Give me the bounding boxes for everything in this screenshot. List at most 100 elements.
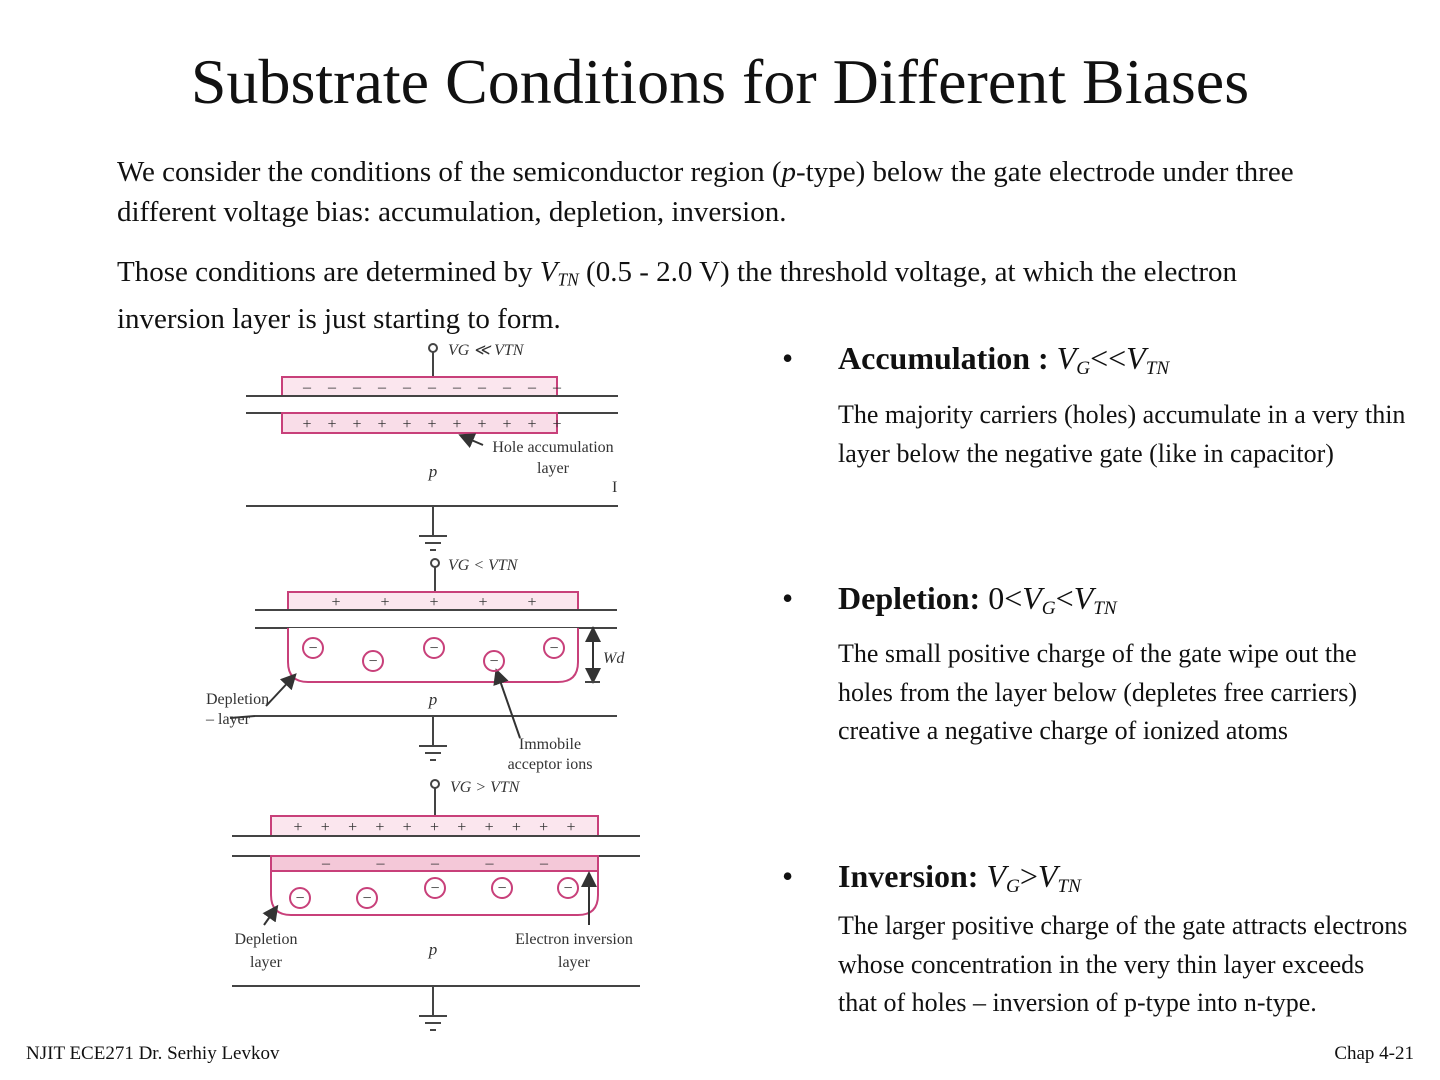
gate-label-depletion: VG < VTN bbox=[448, 557, 519, 574]
op: > bbox=[1019, 858, 1038, 894]
ion-minus-sign: − bbox=[368, 653, 377, 670]
electron-inversion-layer bbox=[270, 855, 599, 872]
positive-charge: + bbox=[321, 819, 330, 836]
acceptor-ion bbox=[289, 887, 311, 909]
cond: 0< bbox=[988, 580, 1023, 616]
positive-charge: + bbox=[429, 594, 438, 611]
bullet-desc-inversion: The larger positive charge of the gate a… bbox=[838, 911, 1408, 1017]
op: << bbox=[1090, 340, 1127, 376]
positive-charge: + bbox=[331, 594, 340, 611]
ion-minus-sign: − bbox=[563, 880, 572, 897]
ion-minus-sign: − bbox=[308, 640, 317, 657]
positive-charge: + bbox=[477, 416, 486, 433]
positive-charge: + bbox=[352, 416, 361, 433]
acceptor-ion bbox=[491, 877, 513, 899]
acceptor-ion bbox=[543, 637, 565, 659]
positive-charge: + bbox=[430, 819, 439, 836]
positive-charge: + bbox=[552, 416, 561, 433]
intro-paragraph-1: We consider the conditions of the semico… bbox=[117, 152, 1317, 232]
slide-title: Substrate Conditions for Different Biase… bbox=[190, 46, 1250, 117]
bullet-heading-depletion: Depletion: 0<VG<VTN bbox=[838, 578, 1117, 629]
positive-charge: + bbox=[452, 416, 461, 433]
vtn-symbol: V bbox=[539, 256, 558, 288]
acceptor-ion bbox=[483, 650, 505, 672]
ion-minus-sign: − bbox=[549, 640, 558, 657]
bullet-heading-inversion: Inversion: VG>VTN bbox=[838, 856, 1081, 907]
wd-label: Wd bbox=[603, 650, 625, 667]
ground-icon bbox=[419, 1015, 447, 1031]
positive-charge: + bbox=[478, 594, 487, 611]
label: Inversion: bbox=[838, 858, 987, 894]
label: Accumulation : bbox=[838, 340, 1057, 376]
region-label: p bbox=[428, 940, 438, 959]
annotation: Depletion bbox=[234, 931, 297, 948]
positive-charge: + bbox=[380, 594, 389, 611]
bullet-desc-accumulation: The majority carriers (holes) accumulate… bbox=[838, 400, 1406, 468]
acceptor-ion bbox=[302, 637, 324, 659]
vtn-subscript: TN bbox=[557, 269, 579, 290]
ground-icon bbox=[419, 745, 447, 761]
bullet-heading-accumulation: Accumulation : VG<<VTN bbox=[838, 338, 1169, 389]
ion-minus-sign: − bbox=[497, 880, 506, 897]
ion-minus-sign: − bbox=[489, 653, 498, 670]
electron-charge: – bbox=[430, 855, 440, 872]
positive-charge: + bbox=[566, 819, 575, 836]
annotation: Depletion bbox=[206, 691, 269, 708]
annotation: layer bbox=[558, 954, 591, 971]
negative-charge: – bbox=[427, 379, 437, 396]
acceptor-ion bbox=[356, 887, 378, 909]
positive-charge: + bbox=[527, 594, 536, 611]
op: < bbox=[1055, 580, 1074, 616]
sub: TN bbox=[1145, 357, 1170, 379]
electron-charge: – bbox=[539, 855, 549, 872]
positive-charge: + bbox=[427, 416, 436, 433]
intro-paragraph-2: Those conditions are determined by VTN (… bbox=[117, 252, 1317, 339]
positive-charge: + bbox=[539, 819, 548, 836]
ground-icon bbox=[419, 535, 447, 551]
sub: G bbox=[1076, 357, 1091, 379]
positive-charge: + bbox=[403, 819, 412, 836]
positive-charge: + bbox=[512, 819, 521, 836]
negative-charge: – bbox=[452, 379, 462, 396]
acceptor-ion bbox=[362, 650, 384, 672]
gate-label-inversion: VG > VTN bbox=[450, 779, 521, 796]
depletion-region bbox=[270, 871, 599, 916]
bullet-marker: • bbox=[782, 340, 794, 376]
negative-charge: – bbox=[502, 379, 512, 396]
ion-minus-sign: − bbox=[295, 890, 304, 907]
text: Those conditions are determined by bbox=[117, 256, 540, 288]
annotation: acceptor ions bbox=[508, 756, 593, 773]
ion-minus-sign: − bbox=[362, 890, 371, 907]
ion-minus-sign: − bbox=[430, 880, 439, 897]
sub: TN bbox=[1057, 875, 1081, 897]
positive-charge: + bbox=[485, 819, 494, 836]
positive-charge: + bbox=[377, 416, 386, 433]
annotation: Hole accumulation bbox=[492, 439, 613, 456]
depletion-diagram bbox=[229, 558, 617, 761]
text-italic: p bbox=[781, 156, 796, 188]
positive-charge: + bbox=[527, 416, 536, 433]
electron-charge: – bbox=[321, 855, 331, 872]
vg: V bbox=[1056, 340, 1077, 376]
vtn: V bbox=[1073, 580, 1094, 616]
accumulation-diagram bbox=[246, 343, 618, 551]
bullet-marker: • bbox=[782, 580, 794, 616]
negative-charge: – bbox=[377, 379, 387, 396]
bullet-desc-depletion: The small positive charge of the gate wi… bbox=[838, 639, 1358, 745]
sub: G bbox=[1006, 875, 1020, 897]
positive-charge: + bbox=[348, 819, 357, 836]
positive-charge: + bbox=[302, 416, 311, 433]
bullet-marker: • bbox=[782, 858, 794, 894]
sub: TN bbox=[1093, 597, 1117, 619]
vg: V bbox=[986, 858, 1006, 894]
electron-charge: – bbox=[485, 855, 495, 872]
negative-charge: – bbox=[352, 379, 362, 396]
sub: G bbox=[1041, 597, 1056, 619]
negative-charge: – bbox=[477, 379, 487, 396]
vtn: V bbox=[1037, 858, 1058, 894]
vg: V bbox=[1022, 580, 1042, 616]
footer-page: Chap 4-21 bbox=[1334, 1043, 1414, 1064]
text: -type) below the gate electrode under th… bbox=[117, 156, 1294, 228]
region-label: p bbox=[428, 462, 438, 481]
